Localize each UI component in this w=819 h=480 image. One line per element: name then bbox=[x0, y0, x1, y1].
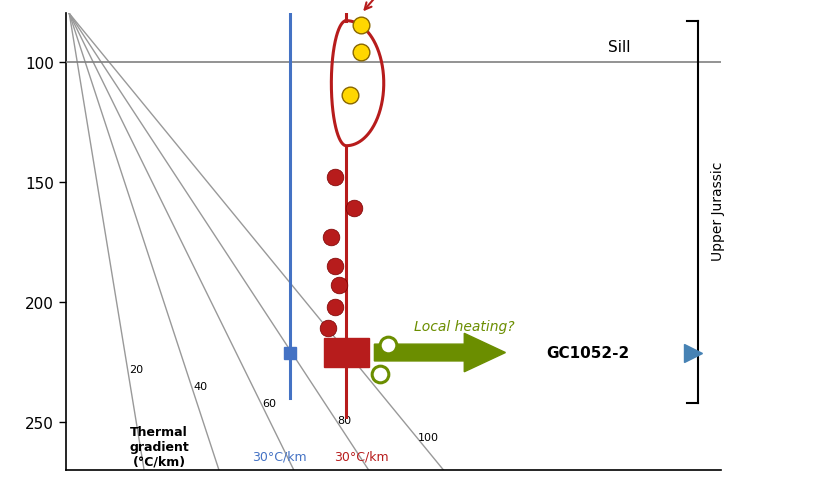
Bar bbox=[324, 338, 369, 367]
Text: GC1052-2: GC1052-2 bbox=[546, 345, 630, 360]
Text: 30°C/km: 30°C/km bbox=[334, 449, 388, 463]
Text: 60: 60 bbox=[263, 398, 277, 408]
Text: 40: 40 bbox=[193, 382, 207, 391]
Text: Sill: Sill bbox=[609, 40, 631, 55]
Text: Upper Jurassic: Upper Jurassic bbox=[712, 162, 726, 261]
FancyArrow shape bbox=[374, 334, 505, 372]
Text: Local heating?: Local heating? bbox=[414, 320, 514, 334]
Text: 20: 20 bbox=[129, 365, 143, 374]
Text: 100: 100 bbox=[418, 432, 439, 442]
Text: 80: 80 bbox=[337, 415, 352, 425]
Text: 30°C/km: 30°C/km bbox=[251, 449, 306, 463]
Text: Thermal
gradient
(°C/km): Thermal gradient (°C/km) bbox=[129, 425, 189, 468]
